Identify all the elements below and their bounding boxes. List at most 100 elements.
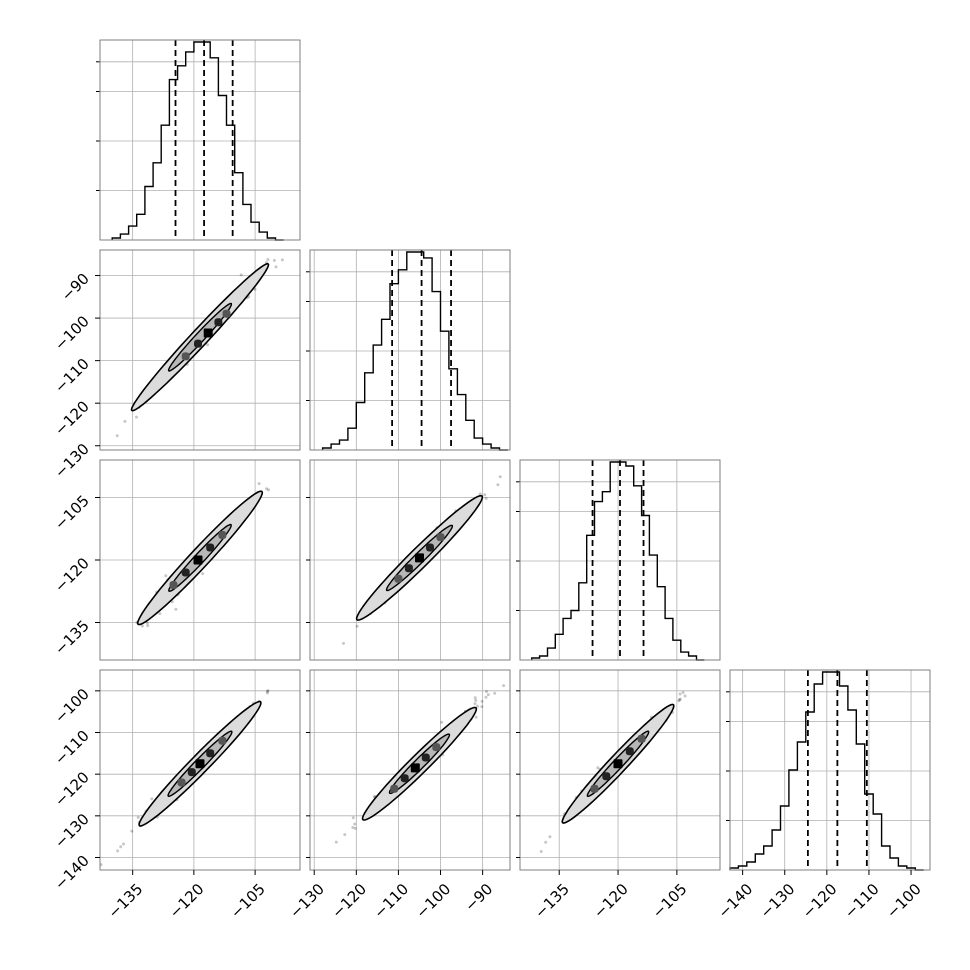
sample-point (484, 695, 488, 699)
y-tick-label: −130 (51, 810, 93, 852)
joint-panel-r3-c0 (99, 669, 301, 871)
sample-point (486, 693, 490, 697)
sample-point (353, 822, 357, 826)
sample-point (351, 816, 355, 820)
sample-point (272, 258, 276, 262)
panel-frame (99, 249, 301, 451)
density-bin (222, 309, 231, 318)
joint-panel-r2-c1 (306, 459, 511, 665)
sample-point (353, 826, 357, 830)
sample-point (201, 572, 205, 576)
density-bin (193, 555, 203, 565)
density-bin (426, 543, 434, 552)
sample-point (478, 492, 482, 496)
density-bin (625, 747, 634, 756)
sample-point (115, 434, 119, 438)
y-tick-label: −110 (51, 355, 93, 397)
density-bin (181, 568, 190, 577)
density-bin (169, 581, 178, 589)
y-tick-label: −120 (51, 768, 93, 810)
density-bin (404, 564, 413, 573)
joint-grid (100, 250, 300, 450)
y-tick-label: −100 (51, 312, 93, 354)
joint-panel-r3-c1 (309, 669, 511, 871)
sample-point (485, 690, 488, 693)
y-tick-label: −135 (51, 617, 93, 659)
x-tick-label: −120 (166, 880, 208, 922)
sample-point (206, 343, 210, 347)
sample-point (116, 849, 120, 853)
joint-panel-r1-c0 (99, 249, 301, 451)
x-tick-label: −130 (286, 880, 328, 922)
histogram-background (730, 670, 930, 870)
histogram-background (100, 40, 300, 240)
sample-point (343, 833, 347, 837)
density-bin (390, 784, 399, 793)
sample-point (677, 699, 681, 703)
density-bin (432, 743, 441, 752)
panel-frame (519, 459, 721, 661)
x-tick-label: −100 (412, 880, 454, 922)
sample-point (474, 715, 478, 719)
joint-content (334, 684, 506, 844)
sample-point (342, 641, 345, 645)
panel-frame (99, 669, 301, 871)
sample-point (158, 612, 162, 616)
sample-point (306, 662, 309, 665)
sample-point (355, 624, 359, 628)
density-bin (218, 531, 227, 539)
sample-point (136, 816, 140, 819)
sample-point (266, 258, 270, 261)
sample-point (484, 496, 488, 500)
density-bin (206, 749, 215, 758)
sample-point (473, 696, 477, 700)
density-bin (590, 784, 599, 793)
sample-point (122, 842, 125, 846)
density-bin (181, 352, 190, 361)
joint-content (115, 258, 284, 438)
sample-point (544, 840, 548, 844)
sample-point (476, 704, 479, 708)
histogram-step-line (729, 671, 924, 871)
sample-point (678, 698, 681, 702)
density-bin (410, 763, 420, 773)
x-tick-label: −140 (715, 880, 757, 922)
joint-panel-r2-c0 (99, 459, 301, 661)
sample-point (265, 487, 269, 491)
histogram-panel-4 (726, 669, 931, 871)
sample-point (678, 697, 682, 701)
sample-point (146, 624, 150, 628)
sample-point (123, 419, 127, 423)
x-tick-label: −120 (590, 880, 632, 922)
sample-point (130, 829, 134, 833)
y-tick-label: −100 (51, 685, 93, 727)
joint-content (306, 475, 502, 665)
histogram-panel-1 (96, 39, 301, 241)
joint-panel-r3-c2 (519, 669, 721, 871)
sample-point (493, 691, 497, 695)
x-tick-label: −120 (328, 880, 370, 922)
density-bin (602, 772, 611, 781)
x-tick-label: −90 (461, 880, 496, 915)
x-tick-label: −130 (757, 880, 799, 922)
density-bin (613, 759, 623, 769)
density-bin (637, 734, 646, 743)
sample-point (150, 797, 154, 801)
sample-point (274, 265, 278, 269)
histogram-background (310, 250, 510, 450)
x-tick-label: −105 (649, 880, 691, 922)
y-tick-label: −110 (51, 727, 93, 769)
sample-point (334, 840, 338, 844)
sample-point (164, 574, 168, 578)
density-bin (436, 533, 445, 542)
y-tick-label: −130 (51, 440, 93, 482)
sample-point (265, 690, 269, 693)
sample-point (539, 850, 543, 853)
sample-point (440, 720, 444, 724)
sample-point (483, 493, 487, 497)
sample-point (474, 698, 478, 702)
sample-point (502, 684, 506, 688)
sample-point (140, 624, 144, 628)
y-tick-label: −140 (51, 852, 93, 894)
